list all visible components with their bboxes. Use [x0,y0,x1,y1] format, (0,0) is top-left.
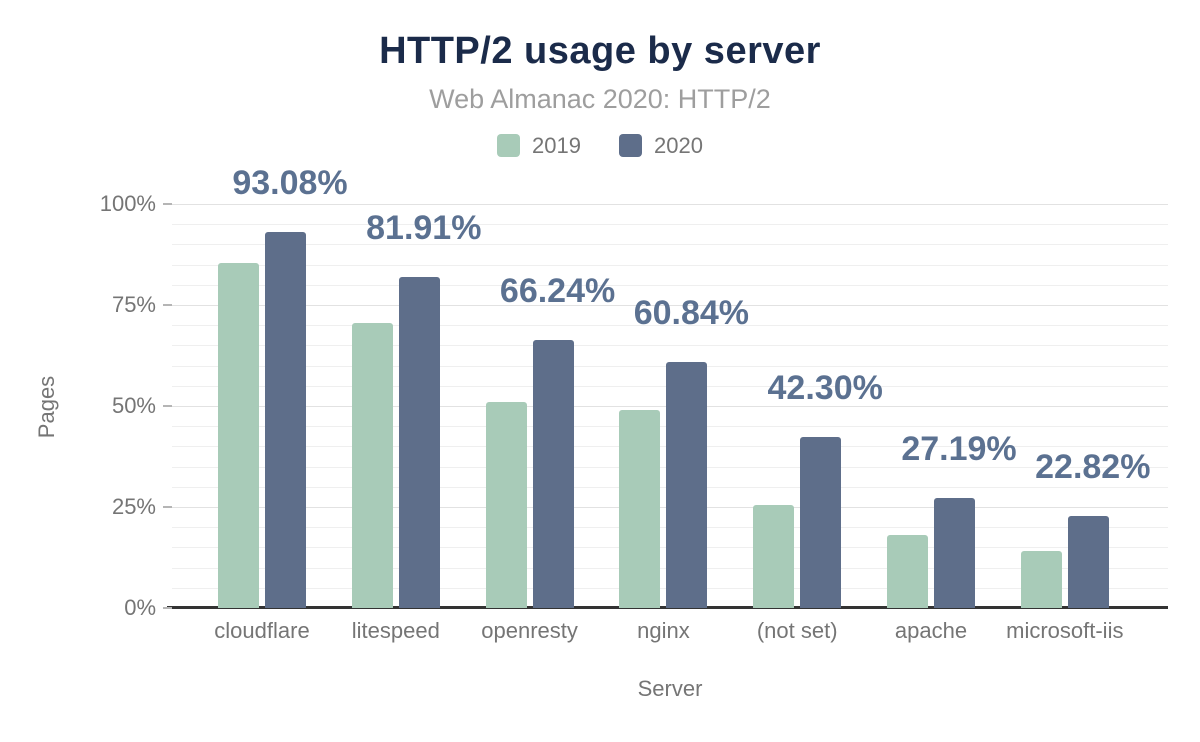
gridline-minor-95pct [172,224,1168,226]
legend: 2019 2020 [0,134,1200,157]
y-axis-title: Pages [34,375,59,439]
y-tick-label-75pct: 75% [111,292,156,317]
y-tick-label-50pct: 50% [111,393,156,418]
gridline-minor-90pct [172,244,1168,246]
gridline-major-75pct [172,305,1168,306]
y-tick-label-100pct: 100% [99,191,156,216]
chart-subtitle: Web Almanac 2020: HTTP/2 [429,84,771,114]
bar-2020-nginx[interactable] [666,362,708,608]
legend-swatch-2019 [497,134,521,157]
legend-swatch-2020 [619,134,642,157]
gridline-major-100pct [172,204,1168,205]
value-label-apache: 27.19% [901,430,1017,469]
y-tick-mark-100pct [163,203,172,205]
y-tick-mark-50pct [163,405,172,407]
bar-2019-litespeed[interactable] [351,323,393,608]
bar-2019-microsoft-iis[interactable] [1020,551,1062,608]
gridline-minor-65pct [172,345,1168,347]
x-axis-title: Server [637,676,703,701]
gridline-minor-85pct [172,264,1168,266]
bar-2019-apache[interactable] [887,535,928,608]
y-tick-mark-25pct [163,506,172,508]
bar-2020-openresty[interactable] [532,340,574,608]
x-tick-label-microsoft-iis: microsoft-iis [1006,618,1124,643]
x-tick-label-apache: apache [894,618,968,643]
value-label-litespeed: 81.91% [366,209,482,248]
value-label-not-set: 42.30% [767,369,883,408]
legend-label-2020: 2020 [654,132,703,158]
value-label-nginx: 60.84% [633,294,750,333]
chart-title: HTTP/2 usage by server [379,30,821,72]
bar-2019-not-set[interactable] [753,504,795,608]
y-tick-label-0pct: 0% [124,595,156,620]
legend-item-2019: 2019 [497,134,581,157]
gridline-minor-70pct [172,325,1168,327]
value-label-cloudflare: 93.08% [232,163,348,202]
value-label-openresty: 66.24% [499,272,616,311]
x-tick-label-cloudflare: cloudflare [214,618,310,643]
bar-2019-cloudflare[interactable] [218,262,259,608]
bar-2020-cloudflare[interactable] [265,231,306,608]
bar-2020-microsoft-iis[interactable] [1067,515,1109,608]
bar-2019-nginx[interactable] [619,410,661,608]
legend-item-2020: 2020 [619,134,703,157]
x-tick-label-openresty: openresty [481,618,578,643]
legend-label-2019: 2019 [532,132,581,158]
x-tick-label-litespeed: litespeed [351,618,440,643]
x-tick-label-not-set: (not set) [756,618,838,643]
bar-2020-not-set[interactable] [800,437,842,608]
y-tick-mark-0pct [163,607,172,609]
y-tick-mark-75pct [163,304,172,306]
plot-area: 0% 25% 50% 75% 100% cloudflare 93.08% litespeed… [100,166,1168,642]
value-label-microsoft-iis: 22.82% [1035,447,1151,486]
gridline-minor-80pct [172,284,1168,286]
bar-2019-openresty[interactable] [485,401,527,608]
x-tick-label-nginx: nginx [637,618,690,643]
bar-2020-apache[interactable] [934,498,975,608]
y-tick-label-25pct: 25% [111,494,156,519]
bar-2020-litespeed[interactable] [398,277,440,608]
